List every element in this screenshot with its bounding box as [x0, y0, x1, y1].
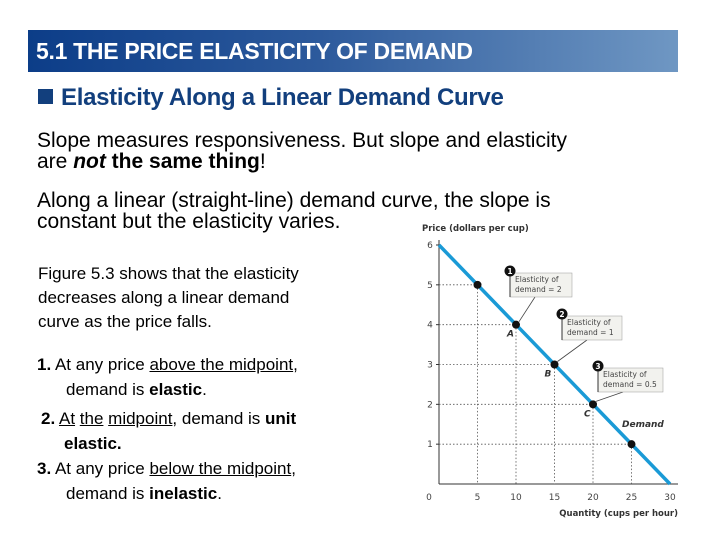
x-tick-label: 25: [626, 493, 637, 503]
t: the same thing: [105, 150, 260, 173]
t: above the midpoint: [149, 355, 294, 374]
annotation-number: 2: [559, 310, 564, 319]
list-item-3: 3. At any price below the midpoint, dema…: [37, 456, 296, 506]
annotation-number: 3: [595, 362, 600, 371]
y-tick-label: 4: [427, 321, 433, 331]
x-tick-label: 30: [664, 493, 676, 503]
x-tick-label: 20: [587, 493, 599, 503]
t: ,: [293, 355, 298, 374]
t: At: [58, 409, 76, 428]
series-label: Demand: [622, 420, 664, 430]
square-bullet-icon: [38, 89, 53, 104]
t: 2.: [41, 409, 56, 428]
data-point: [550, 360, 559, 369]
figure-text: Figure 5.3 shows that the elasticity dec…: [38, 262, 299, 334]
t: midpoint: [108, 409, 173, 428]
t: elastic.: [64, 434, 122, 453]
annotation-box: [561, 315, 623, 341]
annotation-number-badge: [556, 308, 568, 320]
t: , demand is: [172, 409, 266, 428]
t: .: [202, 380, 207, 399]
x-tick-label: 10: [510, 493, 522, 503]
subheading: Elasticity Along a Linear Demand Curve: [38, 84, 504, 112]
t: inelastic: [149, 484, 218, 503]
t: 1.: [37, 355, 52, 374]
title-bar: 5.1 THE PRICE ELASTICITY OF DEMAND: [28, 30, 678, 72]
point-label: A: [506, 330, 514, 340]
annotation-text: Elasticity of: [567, 318, 611, 327]
annotation-text: Elasticity of: [515, 275, 559, 284]
annotation-leader: [557, 339, 588, 362]
x-axis-label: Quantity (cups per hour): [559, 509, 678, 519]
data-point: [589, 400, 597, 409]
para1-line1: Slope measures responsiveness. But slope…: [37, 129, 567, 152]
annotation-number-badge: [592, 360, 604, 372]
point-label: B: [545, 370, 552, 380]
para2-line1: Along a linear (straight-line) demand cu…: [37, 189, 551, 212]
subheading-text: Elasticity Along a Linear Demand Curve: [61, 84, 504, 111]
t: At any price: [51, 355, 150, 374]
t: 3.: [37, 459, 52, 478]
data-point: [473, 280, 482, 289]
y-tick-label: 3: [427, 361, 433, 371]
t: demand is: [66, 484, 150, 503]
annotation-text: demand = 0.5: [603, 380, 657, 389]
annotation-number: 1: [507, 267, 512, 276]
x-tick-label: 0: [426, 493, 432, 503]
paragraph-1: Slope measures responsiveness. But slope…: [37, 130, 567, 172]
t: the: [79, 409, 104, 428]
t: curve as the price falls.: [38, 312, 212, 331]
data-point: [512, 320, 520, 329]
annotation-text: Elasticity of: [603, 370, 647, 379]
slide-title: 5.1 THE PRICE ELASTICITY OF DEMAND: [36, 38, 473, 64]
y-tick-label: 2: [427, 400, 433, 410]
annotation-text: demand = 2: [515, 285, 562, 294]
list-item-2: 2. At the midpoint, demand is unit elast…: [41, 406, 296, 456]
y-axis-label: Price (dollars per cup): [422, 224, 529, 234]
y-tick-label: 5: [427, 281, 433, 291]
list-item-1: 1. At any price above the midpoint, dema…: [37, 352, 298, 402]
t: unit: [265, 409, 297, 428]
data-point: [627, 440, 636, 449]
para1-line2: are not the same thing!: [37, 151, 567, 172]
t: ,: [291, 459, 296, 478]
t: not: [73, 150, 106, 173]
y-tick-label: 1: [427, 440, 433, 450]
x-tick-label: 15: [549, 493, 560, 503]
t: Figure 5.3 shows that the elasticity: [38, 264, 299, 283]
y-tick-label: 6: [427, 241, 433, 251]
annotation-leader: [518, 296, 536, 322]
t: below the midpoint: [149, 459, 292, 478]
t: At any price: [51, 459, 150, 478]
annotation-box: [597, 367, 664, 393]
t: decreases along a linear demand: [38, 288, 290, 307]
t: elastic: [149, 380, 203, 399]
annotation-text: demand = 1: [567, 328, 614, 337]
t: .: [217, 484, 222, 503]
t: are: [37, 150, 74, 173]
annotation-number-badge: [504, 265, 516, 277]
point-label: C: [584, 409, 591, 419]
para2-line2: constant but the elasticity varies.: [37, 210, 341, 233]
paragraph-2: Along a linear (straight-line) demand cu…: [37, 190, 551, 232]
t: !: [259, 150, 266, 173]
x-tick-label: 5: [475, 493, 481, 503]
t: demand is: [66, 380, 150, 399]
annotation-box: [509, 272, 573, 298]
annotation-leader: [595, 391, 624, 402]
